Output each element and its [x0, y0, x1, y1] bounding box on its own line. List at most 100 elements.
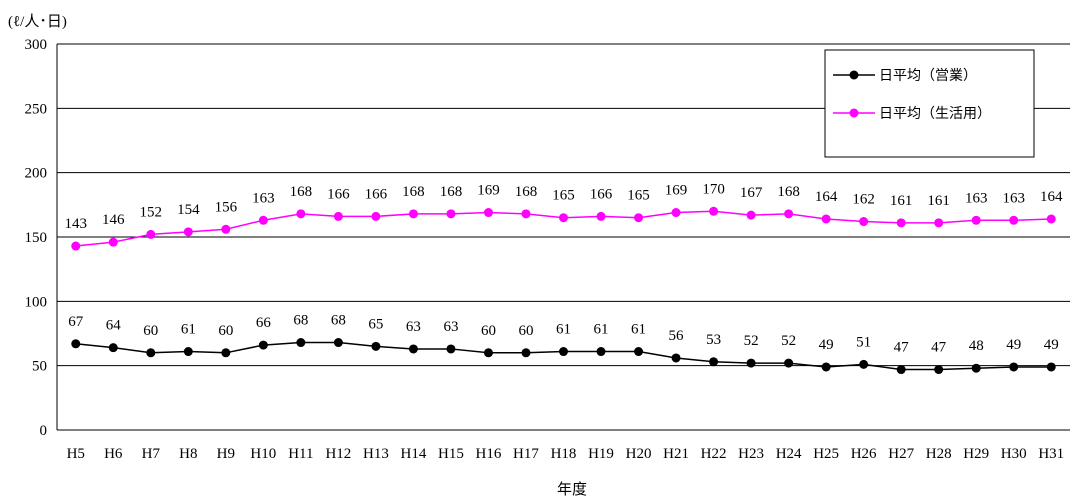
series-1-point-H21 [671, 353, 681, 363]
series-2 [71, 206, 1056, 251]
series-1-point-H6 [108, 343, 118, 353]
legend-box [824, 49, 1035, 158]
x-tick-label-H26: H26 [851, 446, 877, 462]
series-2-label-H7: 152 [140, 204, 163, 220]
series-1-point-H24 [784, 358, 794, 368]
series-1-point-H14 [408, 344, 418, 354]
series-2-label-H19: 166 [590, 186, 613, 202]
series-1-label-H7: 60 [143, 323, 158, 339]
series-1-point-H22 [709, 357, 719, 367]
x-tick-label-H11: H11 [288, 446, 313, 462]
series-1-label-H24: 52 [781, 333, 796, 349]
series-2-label-H21: 169 [665, 183, 688, 199]
series-2-label-H18: 165 [552, 188, 575, 204]
series-1-point-H16 [483, 348, 493, 358]
series-2-point-H30 [1009, 215, 1019, 225]
y-tick-labels: 0 50 100 150 200 250 300 [25, 37, 48, 439]
series-2-point-H11 [296, 209, 306, 219]
series-1-point-H10 [258, 340, 268, 350]
series-1-label-H17: 60 [518, 323, 533, 339]
series-2-point-H22 [709, 206, 719, 216]
series-2-point-H23 [746, 210, 756, 220]
series-1-label-H31: 49 [1044, 337, 1059, 353]
series-1-point-H20 [634, 347, 644, 357]
data-labels: 67 64 60 61 60 66 68 68 65 63 63 60 60 61 61 61 56 53 52 52… [65, 181, 1063, 355]
series-2-label-H15: 168 [440, 184, 463, 200]
series-2-label-H17: 168 [515, 184, 538, 200]
x-tick-label-H22: H22 [701, 446, 727, 462]
series-2-label-H16: 169 [477, 183, 500, 199]
series-2-point-H6 [108, 237, 118, 247]
series-2-point-H10 [258, 215, 268, 225]
x-tick-label-H20: H20 [626, 446, 652, 462]
series-2-label-H9: 156 [215, 199, 238, 215]
axes [56, 44, 1070, 431]
series-1-label-H19: 61 [594, 322, 609, 338]
series-2-label-H11: 168 [290, 184, 313, 200]
series-2-point-H31 [1046, 214, 1056, 224]
legend-marker-1 [849, 70, 859, 80]
x-tick-label-H17: H17 [513, 446, 539, 462]
legend-label-1: 日平均（営業） [879, 68, 977, 84]
series-1-label-H16: 60 [481, 323, 496, 339]
series-2-point-H27 [896, 218, 906, 228]
series-1-point-H17 [521, 348, 531, 358]
series-2-point-H29 [971, 215, 981, 225]
series-2-point-H28 [934, 218, 944, 228]
x-tick-label-H15: H15 [438, 446, 464, 462]
series-1-label-H8: 61 [181, 322, 196, 338]
x-tick-label-H24: H24 [776, 446, 802, 462]
series-2-point-H17 [521, 209, 531, 219]
series-1-point-H5 [71, 339, 81, 349]
legend-marker-2 [849, 108, 859, 118]
series-1-point-H11 [296, 338, 306, 348]
series-1-label-H21: 56 [669, 328, 685, 344]
series-2-label-H12: 166 [327, 186, 350, 202]
series-1-point-H12 [333, 338, 343, 348]
series-1-label-H13: 65 [368, 316, 383, 332]
x-tick-label-H5: H5 [67, 446, 85, 462]
series-1-label-H28: 47 [931, 340, 947, 356]
x-tick-label-H14: H14 [401, 446, 427, 462]
x-tick-label-H21: H21 [663, 446, 689, 462]
series-1-point-H25 [821, 362, 831, 372]
series-2-label-H27: 161 [890, 193, 913, 209]
y-tick-label-0: 0 [40, 423, 48, 439]
series-1-point-H18 [559, 347, 568, 357]
series-1-label-H5: 67 [68, 314, 84, 330]
y-tick-label-50: 50 [32, 359, 47, 375]
series-1 [71, 338, 1056, 375]
series-1-point-H8 [183, 347, 193, 357]
series-2-label-H31: 164 [1040, 189, 1063, 205]
series-2-label-H29: 163 [965, 190, 988, 206]
x-tick-label-H16: H16 [476, 446, 502, 462]
series-2-point-H7 [146, 229, 156, 239]
x-tick-label-H19: H19 [588, 446, 614, 462]
series-1-label-H14: 63 [406, 319, 421, 335]
series-2-point-H5 [71, 241, 81, 251]
series-1-label-H9: 60 [218, 323, 233, 339]
x-tick-label-H31: H31 [1038, 446, 1064, 462]
series-1-label-H20: 61 [631, 322, 646, 338]
series-2-point-H19 [596, 211, 606, 221]
series-2-point-H25 [821, 214, 831, 224]
x-axis-title: 年度 [557, 481, 587, 498]
x-tick-label-H25: H25 [813, 446, 839, 462]
x-tick-label-H27: H27 [888, 446, 914, 462]
x-tick-label-H13: H13 [363, 446, 389, 462]
x-tick-label-H29: H29 [963, 446, 989, 462]
series-2-label-H10: 163 [252, 190, 275, 206]
series-2-label-H13: 166 [365, 186, 388, 202]
series-2-label-H20: 165 [627, 188, 650, 204]
legend-label-2: 日平均（生活用） [879, 106, 991, 122]
x-tick-label-H18: H18 [551, 446, 577, 462]
series-2-point-H12 [333, 211, 343, 221]
series-1-point-H13 [371, 341, 381, 351]
series-1-point-H7 [146, 348, 156, 358]
series-2-point-H15 [446, 209, 456, 219]
series-1-label-H30: 49 [1006, 337, 1021, 353]
series-1-point-H15 [446, 344, 456, 354]
series-1-point-H26 [859, 359, 869, 369]
series-1-point-H29 [971, 363, 981, 373]
